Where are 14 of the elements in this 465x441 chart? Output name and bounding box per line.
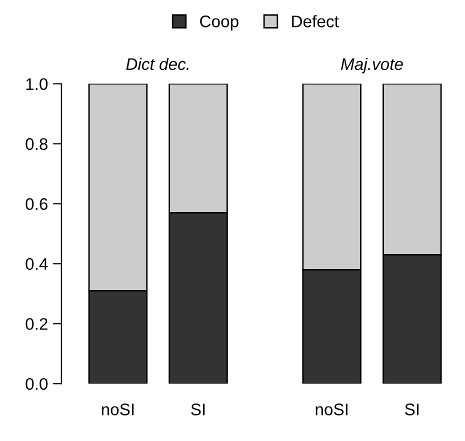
x-tick-label: SI — [405, 404, 418, 416]
legend-label: Defect — [292, 15, 339, 28]
x-tick-label: noSI — [102, 404, 134, 416]
y-tick-label: 0.8 — [26, 138, 48, 150]
x-tick-label: SI — [191, 404, 205, 416]
legend-label: Coop — [200, 16, 238, 31]
y-tick-label: 1.0 — [26, 78, 48, 90]
y-tick-label: 0.6 — [26, 198, 48, 210]
chart-title: Dict dec. — [126, 58, 188, 70]
x-tick-label: noSI — [316, 404, 348, 416]
chart-title: Maj.vote — [341, 58, 403, 74]
y-tick-label: 0.2 — [26, 318, 48, 330]
y-tick-label: 0.0 — [26, 378, 48, 390]
y-tick-label: 0.4 — [26, 258, 48, 270]
